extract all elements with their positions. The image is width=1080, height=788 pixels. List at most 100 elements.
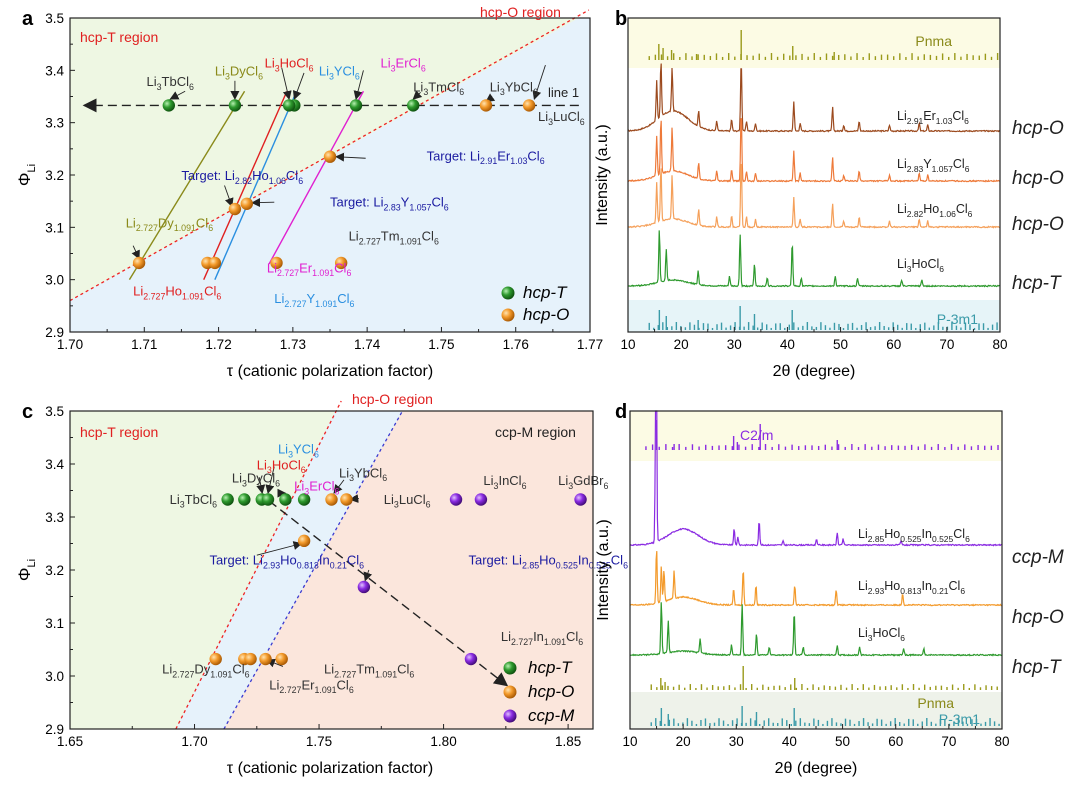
compound-label: Target: Li2.85Ho0.525In0.525Cl6 [468, 553, 628, 571]
boundary-hcp-o-ccp-m [223, 410, 404, 730]
data-point-ccp-M [357, 580, 371, 594]
composition-line [214, 90, 298, 280]
pattern-label: Li3HoCl6 [858, 626, 905, 643]
data-point-hcp-T [261, 493, 275, 506]
region-label-hcp-t-c: hcp-T region [80, 424, 158, 440]
compound-label: Li3ErCl6 [381, 56, 426, 74]
data-point-ccp-M [464, 652, 478, 666]
compound-label: Li3DyCl6 [232, 471, 280, 489]
y-tick-label: 2.9 [45, 325, 64, 340]
callout-arrow [333, 479, 345, 494]
data-point-hcp-O [275, 652, 288, 666]
x-tick-label: 1.70 [181, 734, 207, 749]
pattern-label: Li2.91Er1.03Cl6 [897, 109, 969, 126]
xrd-pattern [627, 118, 1001, 183]
pattern-label: Li3HoCl6 [897, 257, 944, 274]
data-point-hcp-T [349, 99, 363, 112]
compound-label: Li3TbCl6 [170, 492, 218, 510]
compound-label: Li2.727Y1.091Cl6 [274, 291, 354, 309]
xrd-pattern [629, 410, 1002, 547]
xrd-pattern [627, 63, 1001, 133]
data-point-hcp-T [228, 99, 242, 112]
region-label-ccp-m-c: ccp-M region [495, 424, 576, 440]
callout-arrow [224, 185, 234, 208]
x-tick-label: 1.75 [428, 337, 454, 352]
y-axis-title-a: ΦLi [15, 164, 38, 186]
compound-label: Li3InCl6 [483, 473, 526, 491]
boundary-hcp-t-hcp-o [175, 400, 342, 730]
y-axis-title-b: Intensity (a.u.) [594, 124, 611, 225]
legend-marker [503, 661, 517, 675]
data-point-hcp-O [240, 197, 253, 210]
data-point-hcp-T [279, 493, 292, 506]
x-tick-label: 20 [676, 734, 691, 749]
y-tick-label: 3.0 [45, 669, 64, 684]
svg-text:ΦLi: ΦLi [15, 164, 38, 186]
x-tick-label: 10 [620, 337, 635, 352]
panel-letter-a: a [22, 8, 34, 30]
compound-label: Li3YbCl6 [339, 465, 387, 483]
legend-label: hcp-T [528, 658, 573, 677]
legend-marker [501, 308, 515, 322]
pattern-label: Li2.83Y1.057Cl6 [897, 157, 970, 174]
x-axis-title-c: τ (cationic polarization factor) [227, 760, 433, 777]
y-axis-title-d: Intensity (a.u.) [595, 519, 612, 620]
compound-label: Li3YCl6 [278, 441, 319, 459]
callout-arrow [412, 90, 423, 100]
compound-label: Li2.727Dy1.091Cl6 [162, 661, 249, 679]
data-point-hcp-O [208, 256, 222, 270]
pattern-label: Li2.82Ho1.06Cl6 [897, 202, 973, 219]
x-tick-label: 1.71 [131, 337, 157, 352]
compound-label: Target: Li2.82Ho1.06Cl6 [181, 168, 303, 186]
phase-label: hcp-O [1012, 118, 1064, 139]
compound-label: Li3ErCl6 [294, 479, 339, 497]
line1-label: line 1 [548, 85, 579, 100]
callout-arrow [256, 477, 266, 495]
compound-label: Li3YbCl6 [490, 79, 538, 97]
data-point-hcp-O [244, 652, 257, 666]
legend-marker [503, 685, 517, 699]
y-tick-label: 2.9 [45, 722, 64, 737]
data-point-hcp-O [323, 150, 337, 163]
callout-arrow [169, 90, 186, 100]
compound-label: Li2.727Er1.091Cl6 [267, 260, 352, 278]
panel-d: d 10 20 30 40 50 60 70 80 C2/m Pnma P-3m1 2θ (d… [595, 401, 1064, 777]
compound-label: Li3LuCl6 [384, 492, 431, 510]
data-point-hcp-O [334, 256, 348, 270]
x-tick-label: 10 [622, 734, 637, 749]
data-point-hcp-T [162, 99, 175, 112]
compound-label: Li3HoCl6 [257, 457, 306, 475]
compound-label: Li3GdBr6 [558, 473, 608, 491]
data-point-hcp-O [228, 202, 242, 216]
panel-letter-d: d [615, 401, 627, 423]
region-label-hcp-o: hcp-O region [480, 4, 561, 20]
x-tick-label: 20 [674, 337, 689, 352]
callout-arrow [335, 152, 366, 162]
y-tick-label: 3.2 [45, 563, 64, 578]
data-point-hcp-O [209, 652, 222, 666]
ref-label-c2m-d: C2/m [740, 427, 773, 443]
data-point-ccp-M [449, 493, 463, 506]
y-tick-label: 3.1 [45, 220, 64, 235]
region-label-hcp-t: hcp-T region [80, 29, 158, 45]
ref-label-pnma-d: Pnma [917, 695, 954, 711]
y-tick-label: 3.0 [45, 273, 64, 288]
x-tick-label: 40 [782, 734, 797, 749]
compound-label: Li3YCl6 [319, 64, 360, 82]
data-point-hcp-T [282, 99, 296, 112]
panel-b: b 10 20 30 40 50 60 70 80 Pnma P-3m1 2θ (degree… [594, 8, 1064, 380]
x-axis-title-a: τ (cationic polarization factor) [227, 363, 433, 380]
x-tick-label: 70 [939, 337, 954, 352]
x-tick-label: 1.80 [430, 734, 456, 749]
compound-label: Li3LuCl6 [538, 109, 585, 127]
callout-arrow [281, 67, 292, 100]
ref-label-pnma-b: Pnma [915, 33, 952, 49]
phase-label: hcp-O [1012, 607, 1064, 628]
y-tick-label: 3.2 [45, 168, 64, 183]
x-tick-label: 1.73 [280, 337, 306, 352]
x-axis-title-b: 2θ (degree) [773, 363, 856, 380]
y-tick-label: 3.5 [45, 404, 64, 419]
ref-label-p3m1-b: P-3m1 [937, 311, 978, 327]
